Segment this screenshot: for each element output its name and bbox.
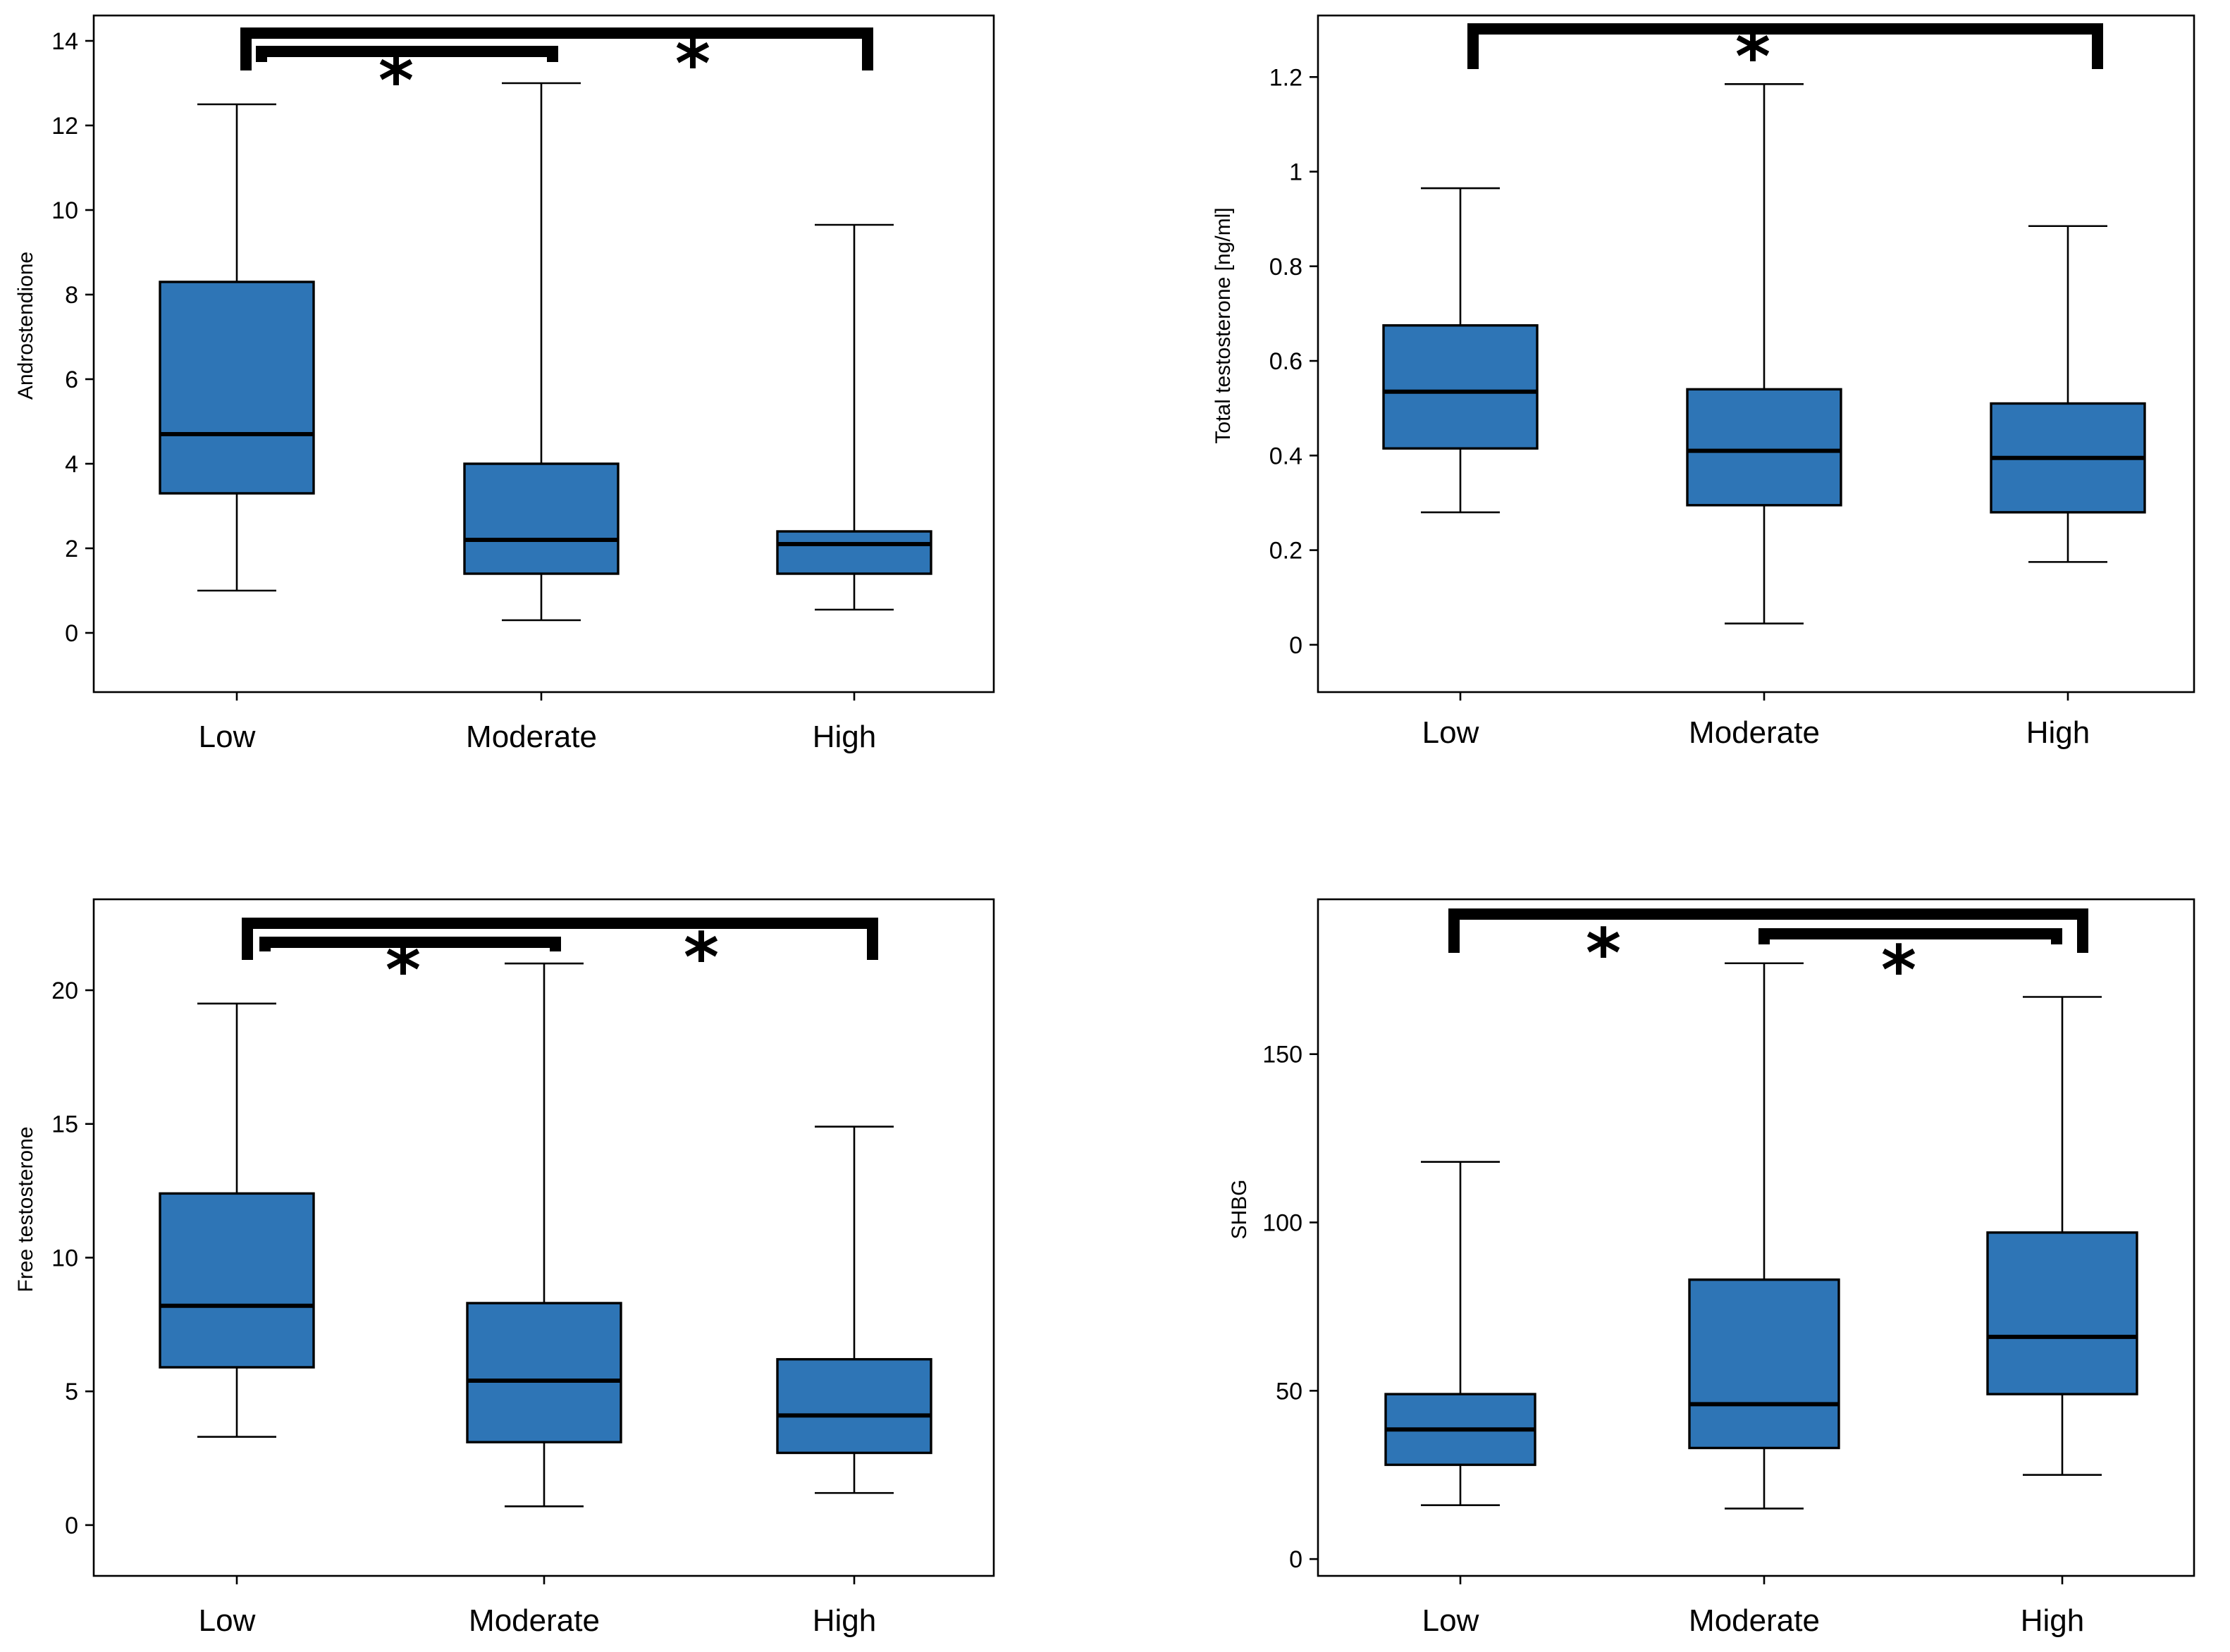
x-tick-label: Low — [199, 720, 256, 754]
y-tick-label: 6 — [65, 366, 78, 393]
y-tick-label: 0.6 — [1269, 348, 1302, 375]
box-moderate — [1688, 962, 1840, 1510]
plot-frame — [92, 14, 995, 694]
y-tick-label: 0 — [1289, 1546, 1302, 1573]
box-moderate — [1686, 83, 1842, 624]
x-tick-label: Low — [1422, 715, 1479, 750]
box-low — [1384, 1161, 1536, 1507]
iqr-box — [1986, 1231, 2138, 1395]
x-tick-label: Low — [1422, 1603, 1479, 1638]
y-tick-label: 12 — [51, 113, 78, 140]
box-moderate — [466, 962, 622, 1508]
x-tick-label: Moderate — [1689, 715, 1820, 750]
plot-frame — [1317, 898, 2195, 1577]
significance-bracket — [240, 27, 873, 70]
x-tick-label: Moderate — [469, 1603, 600, 1638]
y-axis-title: SHBG — [1228, 1179, 1251, 1239]
chart-panel-1: 0 2 4 6 8 10 12 14 Androstendione Low Moderate High… — [14, 14, 995, 754]
significance-star: * — [1881, 931, 1916, 1010]
chart-panel-4: 0 50 100 150 SHBG Low Moderate High * * — [1228, 898, 2195, 1638]
x-tick-label: Moderate — [1689, 1603, 1820, 1638]
y-tick-label: 1 — [1289, 159, 1302, 186]
iqr-box — [776, 1357, 932, 1455]
y-tick-label: 150 — [1262, 1042, 1302, 1068]
iqr-box — [463, 462, 620, 575]
y-tick-label: 0.2 — [1269, 538, 1302, 565]
iqr-box — [1688, 1278, 1840, 1450]
y-tick-label: 8 — [65, 282, 78, 309]
y-tick-label: 2 — [65, 536, 78, 562]
iqr-box — [776, 530, 932, 575]
x-tick-label: Low — [199, 1603, 256, 1638]
significance-bracket — [1467, 23, 2103, 69]
y-tick-label: 0.8 — [1269, 254, 1302, 281]
x-tick-label: Moderate — [466, 720, 597, 754]
box-high — [776, 1126, 932, 1494]
y-tick-label: 14 — [51, 28, 78, 55]
y-tick-label: 100 — [1262, 1210, 1302, 1237]
x-tick-label: High — [2021, 1603, 2085, 1638]
y-tick-label: 50 — [1276, 1378, 1302, 1405]
significance-star: * — [684, 918, 719, 997]
y-tick-label: 0 — [65, 620, 78, 647]
y-axis-title: Free testosterone — [14, 1126, 37, 1292]
y-tick-label: 10 — [51, 197, 78, 224]
box-low — [159, 103, 315, 592]
iqr-box — [1382, 324, 1539, 450]
chart-panel-3: 0 5 10 15 20 Free testosterone Low Moderate High… — [14, 898, 995, 1638]
y-tick-label: 4 — [65, 451, 78, 478]
x-tick-label: High — [813, 1603, 877, 1638]
y-tick-label: 0.4 — [1269, 443, 1302, 469]
y-axis-title: Androstendione — [14, 252, 37, 400]
iqr-box — [1686, 388, 1842, 507]
iqr-box — [466, 1302, 622, 1443]
y-tick-label: 1.2 — [1269, 64, 1302, 91]
significance-bracket — [256, 46, 558, 62]
plot-frame — [1317, 14, 2195, 694]
box-high — [1990, 225, 2146, 563]
significance-bracket — [1448, 908, 2088, 953]
significance-star: * — [1735, 18, 1770, 97]
significance-bracket — [259, 937, 561, 951]
x-tick-label: High — [2026, 715, 2090, 750]
y-tick-label: 15 — [51, 1111, 78, 1138]
box-low — [1382, 187, 1539, 514]
iqr-box — [159, 1192, 315, 1369]
iqr-box — [159, 281, 315, 495]
significance-star: * — [675, 25, 710, 104]
significance-bracket — [242, 918, 878, 960]
y-tick-label: 10 — [51, 1245, 78, 1271]
y-tick-label: 0 — [65, 1512, 78, 1539]
y-axis-title: Total testosterone [ng/ml] — [1212, 207, 1235, 443]
y-tick-label: 5 — [65, 1379, 78, 1405]
box-low — [159, 1002, 315, 1438]
y-tick-label: 0 — [1289, 632, 1302, 659]
box-high — [776, 223, 932, 611]
significance-bracket — [1758, 928, 2062, 944]
y-tick-label: 20 — [51, 978, 78, 1004]
box-moderate — [463, 82, 620, 622]
box-high — [1986, 996, 2138, 1477]
x-tick-label: High — [813, 720, 877, 754]
significance-star: * — [1586, 914, 1621, 993]
chart-panel-2: 0 0.2 0.4 0.6 0.8 1 1.2 Total testosterone [ng/… — [1212, 14, 2195, 750]
